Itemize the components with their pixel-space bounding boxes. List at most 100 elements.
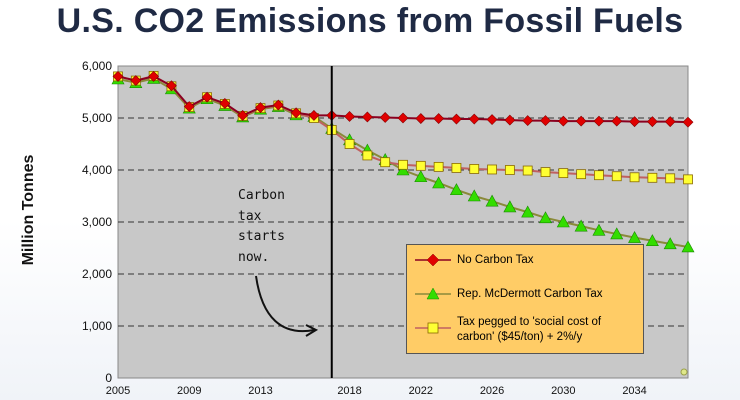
data-point [540,115,551,127]
data-point [148,70,160,82]
data-point [112,70,124,82]
data-point [521,205,535,218]
data-point [487,164,497,175]
stray-marker [680,368,688,376]
y-tick-label: 6,000 [82,59,112,73]
data-point [538,211,553,224]
data-point [183,101,195,112]
data-point [414,170,428,183]
annotation-line: tax [238,208,262,224]
data-point [663,237,677,250]
x-tick-label: 2009 [177,385,201,397]
data-point [272,99,284,111]
data-point [344,111,355,122]
x-tick-label: 2013 [248,385,272,397]
chart-title: U.S. CO2 Emissions from Fossil Fuels [56,2,684,40]
y-tick-label: 4,000 [82,163,112,177]
data-point [361,111,373,123]
data-point [628,230,642,243]
annotation-line: now. [238,249,270,265]
data-point [556,215,570,228]
legend-swatch-square [415,322,451,334]
data-point [503,200,517,213]
legend-label: Rep. McDermott Carbon Tax [457,288,603,300]
annotation-arrowhead [305,324,319,337]
y-tick-label: 1,000 [82,319,112,333]
data-point [451,163,462,173]
data-point [504,114,516,126]
data-point [645,234,659,247]
data-point [592,223,606,236]
data-point [344,139,355,149]
data-point [130,75,142,86]
data-point [575,115,587,127]
series-layer [111,70,695,253]
data-point [540,167,551,177]
data-point [558,168,569,179]
data-point [415,160,426,171]
y-axis-ticks: 0 1,000 2,000 3,000 4,000 5,000 6,000 [82,59,112,385]
x-axis-ticks: 2005 2009 2013 2018 2022 2026 2030 2034 [106,385,647,397]
x-tick-label: 2018 [337,385,361,397]
data-point [362,150,373,161]
data-point [557,115,569,127]
data-point [682,116,694,128]
data-point [610,227,624,240]
data-point [468,113,480,125]
data-point [504,165,515,175]
data-point [593,115,605,127]
data-point [415,113,427,124]
data-point [486,114,498,125]
data-point [398,159,408,170]
y-tick-label: 0 [105,371,112,385]
data-point [432,176,446,189]
carbon-tax-annotation: Carbon tax starts now. [238,186,308,268]
data-point [308,109,320,121]
data-point [397,112,409,124]
x-tick-label: 2022 [409,385,433,397]
data-point [647,172,658,183]
legend-label: Tax pegged to 'social cost of carbon' ($… [457,316,602,343]
data-point [646,116,658,128]
data-point [522,115,534,127]
data-point [433,113,445,124]
x-tick-label: 2034 [622,385,646,397]
data-point [629,172,640,183]
data-point [201,91,213,103]
data-point [574,219,588,232]
x-tick-label: 2030 [551,385,575,397]
y-tick-label: 5,000 [82,111,112,125]
data-point [576,169,587,180]
data-point [255,102,266,114]
chart-legend: No Carbon Tax Rep. McDermott Carbon Tax … [406,244,644,354]
data-point [522,165,533,176]
data-point [380,157,391,168]
data-point [433,161,444,172]
data-point [219,98,231,109]
legend-label: No Carbon Tax [457,254,534,266]
data-point [664,116,676,128]
data-point [629,116,640,128]
annotation-arrow [255,275,315,333]
annotation-line: Carbon [238,188,285,203]
annotation-line: starts [238,229,285,244]
data-point [449,183,463,196]
series-diamond [112,70,694,128]
data-point [594,170,604,181]
x-tick-label: 2026 [480,385,504,397]
legend-swatch-diamond [415,253,451,267]
data-point [611,115,623,127]
data-point [290,107,302,119]
data-point [683,174,693,185]
data-point [451,113,462,125]
data-point [681,240,695,253]
data-point [485,194,499,207]
y-tick-label: 2,000 [82,267,112,281]
legend-swatch-triangle [415,287,451,300]
data-point [166,80,177,92]
data-point [467,189,481,202]
data-point [469,164,480,174]
data-point [611,171,622,182]
y-tick-label: 3,000 [82,215,112,229]
